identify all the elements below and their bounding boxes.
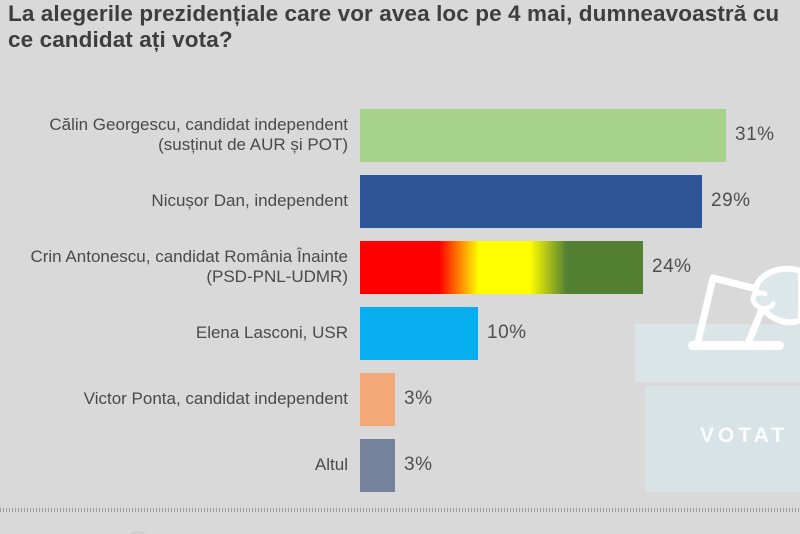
- bar-lasconi: [360, 306, 478, 360]
- candidate-name: Altul: [314, 455, 348, 474]
- question-title: La alegerile prezidențiale care vor avea…: [8, 1, 780, 52]
- candidate-subtext: (PSD-PNL-UDMR): [206, 267, 348, 286]
- votat-label: VOTAT: [700, 424, 789, 447]
- bar-altul: [360, 438, 395, 492]
- bar-georgescu: [360, 108, 726, 162]
- candidate-label: Călin Georgescu, candidat independent (s…: [0, 115, 348, 155]
- chart-row-altul: Altul 3%: [0, 432, 800, 498]
- ballot-box-icon: [635, 262, 800, 492]
- candidate-subtext: (susținut de AUR și POT): [158, 135, 348, 154]
- candidate-name: Crin Antonescu, candidat România Înainte: [30, 247, 348, 266]
- candidate-name: Elena Lasconi, USR: [195, 323, 348, 342]
- candidate-label: Elena Lasconi, USR: [0, 323, 348, 343]
- candidate-name: Nicușor Dan, independent: [151, 191, 348, 210]
- bar-dan: [360, 174, 702, 228]
- chart-row-lasconi: Elena Lasconi, USR 10%: [0, 300, 800, 366]
- candidate-name: Călin Georgescu, candidat independent: [49, 115, 348, 134]
- bar-value-label: 29%: [711, 190, 751, 211]
- bar-chart: Călin Georgescu, candidat independent (s…: [0, 102, 800, 498]
- chart-row-georgescu: Călin Georgescu, candidat independent (s…: [0, 102, 800, 168]
- bar-value-label: 31%: [735, 124, 775, 145]
- candidate-label: Crin Antonescu, candidat România Înainte…: [0, 247, 348, 287]
- bar-ponta: [360, 372, 395, 426]
- chart-row-ponta: Victor Ponta, candidat independent 3%: [0, 366, 800, 432]
- bar-value-label: 10%: [487, 322, 527, 343]
- candidate-label: Victor Ponta, candidat independent: [0, 389, 348, 409]
- candidate-name: Victor Ponta, candidat independent: [83, 389, 348, 408]
- dotted-separator: [0, 508, 800, 512]
- chart-row-antonescu: Crin Antonescu, candidat România Înainte…: [0, 234, 800, 300]
- chart-row-dan: Nicușor Dan, independent 29%: [0, 168, 800, 234]
- bar-value-label: 3%: [404, 454, 433, 475]
- bar-value-label: 3%: [404, 388, 433, 409]
- candidate-label: Nicușor Dan, independent: [0, 191, 348, 211]
- candidate-label: Altul: [0, 455, 348, 475]
- bar-antonescu: [360, 240, 643, 294]
- bar-value-label: 24%: [652, 256, 692, 277]
